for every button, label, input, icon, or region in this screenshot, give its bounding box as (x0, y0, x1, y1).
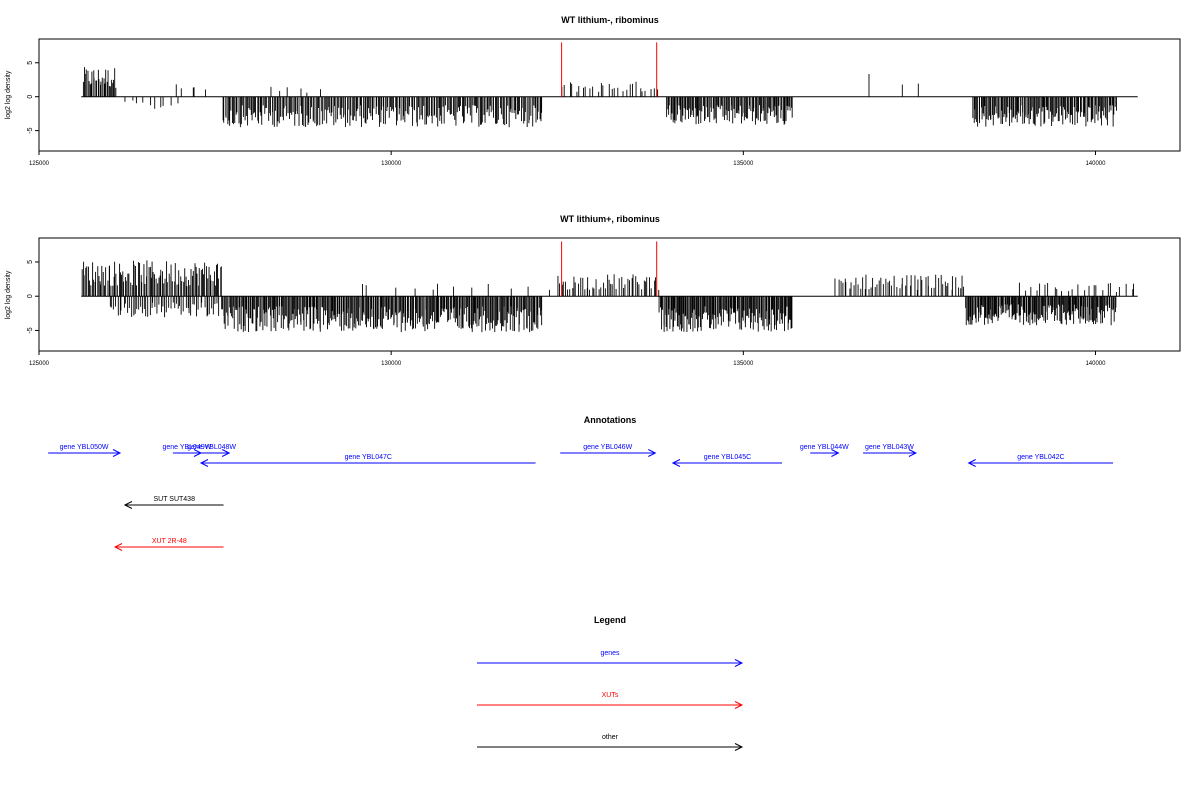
x-tick-label: 140000 (1085, 161, 1106, 167)
legend-item-genes: genes (477, 650, 744, 667)
feature-label: gene YBL047C (345, 454, 392, 461)
arrowhead-icon (123, 501, 133, 509)
arrowhead-icon (113, 543, 123, 551)
feature-label: gene YBL046W (583, 444, 632, 451)
feature-gene-ybl048w: gene YBL048W (187, 444, 236, 457)
feature-label: gene YBL042C (1017, 454, 1064, 461)
arrowhead-icon (908, 449, 917, 457)
plot-frame (38, 38, 1181, 152)
feature-sut-sut438: SUT SUT438 (123, 496, 224, 509)
arrowhead-icon (831, 449, 840, 457)
feature-gene-ybl045c: gene YBL045C (671, 454, 783, 467)
feature-gene-ybl050w: gene YBL050W (48, 444, 122, 457)
panel-title: WT lithium-, ribominus (561, 15, 659, 25)
annotations-title: Annotations (584, 415, 637, 425)
y-tick-label: 0 (27, 95, 34, 99)
legend-item-other: other (477, 734, 744, 751)
feature-xut-2r-48: XUT 2R-48 (113, 538, 224, 551)
feature-gene-ybl042c: gene YBL042C (967, 454, 1114, 467)
legend-label: genes (600, 650, 620, 657)
y-tick-label: -5 (27, 327, 34, 333)
feature-gene-ybl046w: gene YBL046W (560, 444, 657, 457)
legend-item-xuts: XUTs (477, 692, 744, 709)
arrowhead-icon (199, 459, 209, 467)
feature-label: gene YBL045C (704, 454, 751, 461)
coverage-bars (81, 260, 1138, 333)
arrowhead-icon (648, 449, 657, 457)
x-tick-label: 135000 (733, 361, 754, 367)
x-tick-label: 130000 (381, 161, 402, 167)
legend-title: Legend (594, 615, 626, 625)
annotations-track: Annotations gene YBL050W gene YBL049Wgene… (48, 415, 1114, 551)
coverage-panel-lithium-minus: WT lithium-, ribominus log2 log density … (5, 15, 1181, 167)
y-tick-label: -5 (27, 127, 34, 133)
arrowhead-icon (221, 449, 231, 457)
legend-items: genes XUTs other (477, 650, 744, 751)
feature-label: gene YBL050W (60, 444, 109, 451)
plot-frame (38, 237, 1181, 352)
axis-ticks: 125000 130000 135000 140000 -5 0 5 (27, 61, 1106, 167)
y-axis-label: log2 log density (5, 70, 12, 119)
feature-label: gene YBL044W (800, 444, 849, 451)
arrowhead-icon (967, 459, 976, 467)
feature-label: SUT SUT438 (153, 496, 195, 503)
x-tick-label: 125000 (29, 361, 50, 367)
x-tick-label: 130000 (381, 361, 402, 367)
feature-label: gene YBL048W (187, 444, 236, 451)
coverage-bars (81, 67, 1138, 128)
red-marker-lines (561, 241, 658, 297)
y-tick-label: 5 (27, 61, 34, 65)
arrowhead-icon (112, 449, 122, 457)
y-axis-label: log2 log density (5, 270, 12, 319)
y-tick-label: 0 (27, 294, 34, 298)
y-tick-label: 5 (27, 260, 34, 264)
legend-label: XUTs (602, 692, 619, 699)
arrowhead-icon (671, 459, 681, 467)
feature-label: XUT 2R-48 (152, 538, 187, 545)
arrowhead-icon (734, 659, 744, 667)
axis-ticks: 125000 130000 135000 140000 -5 0 5 (27, 260, 1106, 367)
legend-label: other (602, 734, 619, 741)
x-tick-label: 125000 (29, 161, 50, 167)
x-tick-label: 135000 (733, 161, 754, 167)
panel-title: WT lithium+, ribominus (560, 214, 660, 224)
feature-label: gene YBL043W (865, 444, 914, 451)
arrowhead-icon (734, 701, 744, 709)
arrowhead-icon (734, 743, 744, 751)
feature-gene-ybl043w: gene YBL043W (863, 444, 917, 457)
feature-gene-ybl044w: gene YBL044W (800, 444, 849, 457)
legend: Legend genes XUTs other (477, 615, 744, 751)
coverage-panel-lithium-plus: WT lithium+, ribominus log2 log density … (5, 214, 1181, 367)
x-tick-label: 140000 (1085, 361, 1106, 367)
feature-gene-ybl047c: gene YBL047C (199, 454, 536, 467)
red-marker-lines (561, 42, 658, 97)
feature-label: gene YBL049W (162, 444, 211, 451)
